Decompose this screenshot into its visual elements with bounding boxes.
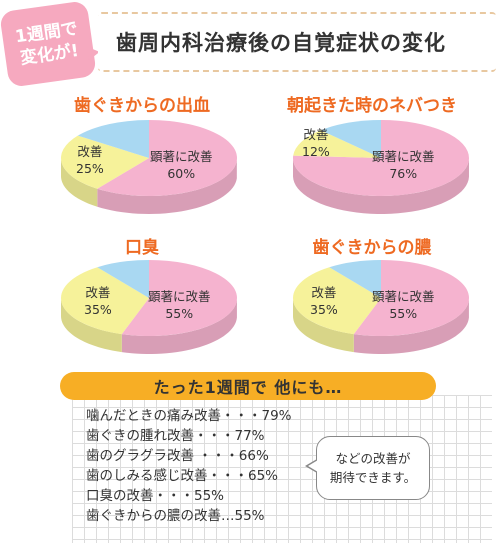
pie-side-1: [293, 298, 354, 353]
list-item: 歯のしみる感じ改善・・・65%: [86, 468, 279, 484]
pie-title-stickiness: 朝起きた時のネバつき: [287, 96, 457, 116]
pie-side-0: [97, 160, 237, 214]
other-improvements-banner: たった1週間で 他にも…: [60, 372, 436, 400]
pie-3-main-label: 顕著に改善 55%: [148, 288, 211, 322]
pie-1-sub-name: 改善: [77, 144, 103, 159]
pie-3-main-pct: 55%: [165, 306, 194, 321]
pie-slice-0: [293, 120, 469, 196]
pie-2-main-name: 顕著に改善: [372, 149, 435, 164]
pie-4-main-label: 顕著に改善 55%: [372, 288, 435, 322]
pie-2-sub-label: 改善 12%: [302, 126, 330, 160]
pie-slice-0: [97, 120, 237, 196]
pie-4-main-pct: 55%: [389, 306, 418, 321]
pie-slice-0: [121, 260, 237, 336]
pie-side-0: [121, 299, 237, 354]
pie-slice-2: [77, 120, 149, 158]
pie-slice-1: [61, 267, 149, 335]
bubble-line-2: 期待できます。: [329, 470, 417, 485]
pie-4-sub-pct: 35%: [310, 302, 338, 317]
list-item: 歯のグラグラ改善 ・・・66%: [86, 448, 269, 464]
pie-1-sub-label: 改善 25%: [76, 143, 104, 177]
pie-slice-0: [353, 260, 469, 336]
pie-slice-1: [293, 130, 381, 158]
page-title: 歯周内科治療後の自覚症状の変化: [116, 31, 446, 55]
pie-slice-2: [97, 260, 149, 298]
pie-3-sub-pct: 35%: [84, 302, 112, 317]
pie-title-bleeding: 歯ぐきからの出血: [74, 96, 210, 116]
pie-title-pus: 歯ぐきからの膿: [312, 238, 432, 258]
one-week-badge: 1週間で 変化が!: [1, 2, 95, 86]
pie-4-sub-label: 改善 35%: [310, 284, 338, 318]
pie-chart-bad-breath: [61, 260, 237, 354]
bubble-line-1: などの改善が: [335, 451, 411, 466]
pie-4-main-name: 顕著に改善: [372, 289, 435, 304]
pie-slice-2: [320, 120, 381, 158]
header: 1週間で 変化が! 歯周内科治療後の自覚症状の変化: [0, 0, 500, 86]
list-item: 噛んだときの痛み改善・・・79%: [86, 408, 292, 424]
pie-2-sub-pct: 12%: [302, 144, 330, 159]
pie-3-sub-name: 改善: [85, 285, 111, 300]
list-item: 歯ぐきからの膿の改善…55%: [86, 508, 265, 524]
pie-4-sub-name: 改善: [311, 285, 337, 300]
pie-2-main-label: 顕著に改善 76%: [372, 148, 435, 182]
pie-2-main-pct: 76%: [389, 166, 418, 181]
pie-side-1: [61, 158, 98, 207]
list-item: 歯ぐきの腫れ改善・・・77%: [86, 428, 265, 444]
pie-chart-bleeding: [61, 120, 237, 214]
pie-1-sub-pct: 25%: [76, 161, 104, 176]
pie-chart-pus: [293, 260, 469, 354]
pie-chart-stickiness: [293, 120, 469, 214]
pie-slice-1: [293, 267, 381, 335]
pie-title-bad-breath: 口臭: [125, 238, 159, 258]
pie-1-main-label: 顕著に改善 60%: [150, 148, 213, 182]
pie-side-0: [293, 158, 469, 214]
speech-bubble: などの改善が 期待できます。: [305, 436, 430, 500]
pie-3-sub-label: 改善 35%: [84, 284, 112, 318]
pie-3-main-name: 顕著に改善: [148, 289, 211, 304]
pie-side-1: [61, 298, 122, 353]
pie-slice-1: [61, 135, 149, 189]
pie-side-0: [353, 299, 469, 354]
pie-1-main-name: 顕著に改善: [150, 149, 213, 164]
pie-slice-2: [329, 260, 381, 298]
improvement-list: 噛んだときの痛み改善・・・79% 歯ぐきの腫れ改善・・・77% 歯のグラグラ改善…: [86, 406, 292, 526]
title-box: 歯周内科治療後の自覚症状の変化: [98, 12, 496, 72]
list-item: 口臭の改善・・・55%: [86, 488, 225, 504]
pie-1-main-pct: 60%: [167, 166, 196, 181]
pie-2-sub-name: 改善: [303, 127, 329, 142]
grid-panel: [72, 395, 492, 543]
